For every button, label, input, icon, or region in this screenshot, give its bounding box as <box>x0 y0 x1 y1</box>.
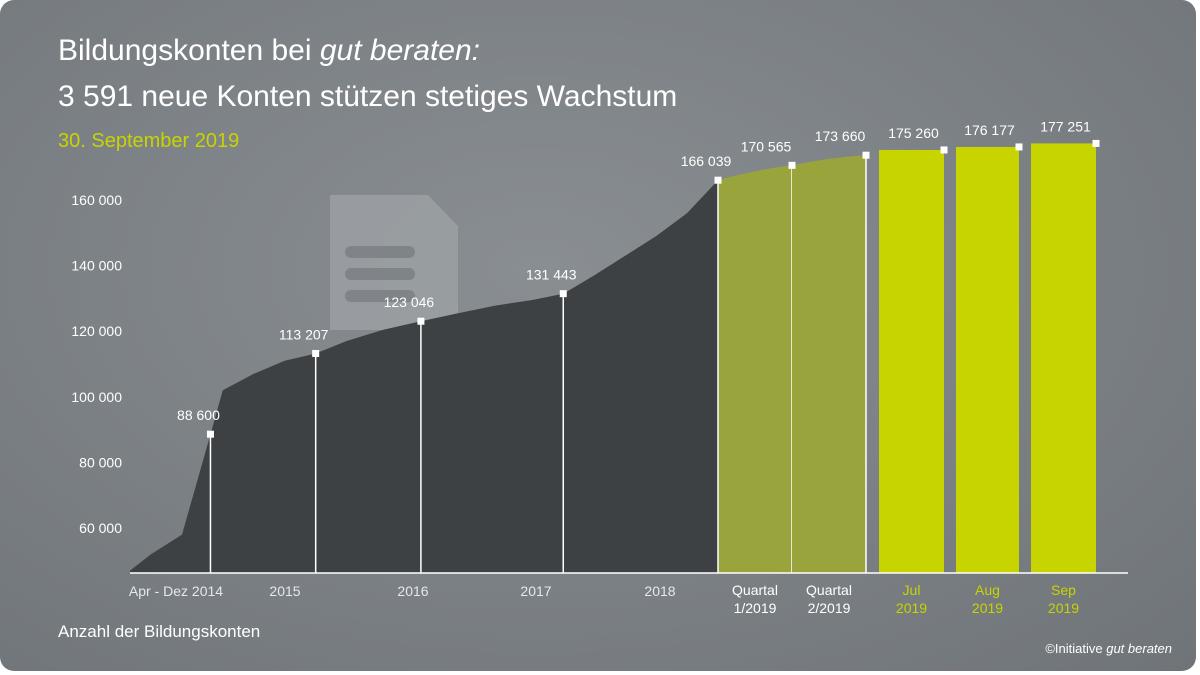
area-layer <box>130 180 718 573</box>
copyright-prefix: ©Initiative <box>1045 641 1107 656</box>
title-brand: gut beraten: <box>319 34 480 67</box>
month-bar-1 <box>879 149 944 573</box>
quarter-tick-line1-1: Quartal <box>732 582 778 598</box>
y-tick-label-2: 80 000 <box>79 454 122 470</box>
month-marker-3 <box>1092 139 1100 147</box>
quarter-marker-1 <box>788 161 796 169</box>
document-line-1 <box>345 246 415 258</box>
month-bar-3 <box>1031 143 1096 573</box>
x-tick-label-3: 2016 <box>397 583 428 599</box>
quarter-marker-2 <box>862 151 870 159</box>
month-tick-line1-1: Jul <box>903 582 921 598</box>
title-prefix: Bildungskonten bei <box>58 34 320 67</box>
area-point-label-1: 88 600 <box>177 407 220 423</box>
month-tick-line1-2: Aug <box>975 582 1000 598</box>
x-tick-label-1: Apr - Dez 2014 <box>129 583 223 599</box>
area-series <box>130 180 718 573</box>
month-value-label-2: 176 177 <box>964 122 1015 138</box>
month-marker-2 <box>1015 143 1023 151</box>
month-tick-line1-3: Sep <box>1051 582 1076 598</box>
month-tick-line2-1: 2019 <box>896 600 927 616</box>
area-point-marker-1 <box>206 430 214 438</box>
y-axis: 60 000 80 000 100 000 120 000 140 000 160 000 <box>71 192 122 536</box>
area-point-label-3: 123 046 <box>384 294 435 310</box>
x-tick-label-5: 2018 <box>644 583 675 599</box>
area-point-marker-3 <box>417 317 425 325</box>
document-line-2 <box>345 268 415 280</box>
month-tick-line2-2: 2019 <box>972 600 1003 616</box>
y-tick-label-6: 160 000 <box>71 192 122 208</box>
month-value-label-3: 177 251 <box>1040 118 1091 134</box>
quarter-value-label-1: 170 565 <box>741 138 792 154</box>
month-value-label-1: 175 260 <box>888 125 939 141</box>
data-labels: 88 600 113 207 123 046 131 443 166 039 170 56… <box>177 118 1091 423</box>
month-bars <box>879 143 1096 573</box>
chart-title-line-1: Bildungskonten bei gut beraten: <box>58 34 480 68</box>
y-tick-label-4: 120 000 <box>71 323 122 339</box>
area-point-marker-2 <box>312 349 320 357</box>
quarter-value-label-2: 173 660 <box>815 128 866 144</box>
quarter-tick-line2-1: 1/2019 <box>734 600 777 616</box>
y-tick-label-1: 60 000 <box>79 520 122 536</box>
quarter-bars <box>717 155 867 574</box>
area-point-label-5: 166 039 <box>681 153 732 169</box>
area-point-label-4: 131 443 <box>526 267 577 283</box>
x-tick-label-2: 2015 <box>269 583 300 599</box>
quarter-tick-line1-2: Quartal <box>806 582 852 598</box>
copyright-brand: gut beraten <box>1106 641 1172 656</box>
area-point-label-2: 113 207 <box>279 326 329 342</box>
area-point-marker-5 <box>714 176 722 184</box>
y-tick-label-5: 140 000 <box>71 258 122 274</box>
x-axis: Quartal 1/2019 Quartal 2/2019 Jul 2019 Aug 2019… <box>129 572 1128 616</box>
subtitle-date: 30. September 2019 <box>58 130 240 152</box>
copyright-notice: ©Initiative gut beraten <box>1045 641 1172 656</box>
month-bar-2 <box>956 146 1019 573</box>
quarter-tick-line2-2: 2/2019 <box>808 600 851 616</box>
axis-caption: Anzahl der Bildungskonten <box>58 622 261 641</box>
y-tick-label-3: 100 000 <box>71 389 122 405</box>
x-tick-label-4: 2017 <box>520 583 551 599</box>
document-line-3 <box>345 290 415 302</box>
quarter-bar-2 <box>792 155 866 573</box>
quarter-bar-1 <box>718 165 792 574</box>
area-point-marker-4 <box>559 290 567 298</box>
month-tick-line2-3: 2019 <box>1048 600 1079 616</box>
chart-title-line-2: 3 591 neue Konten stützen stetiges Wachs… <box>58 80 678 113</box>
document-icon <box>330 195 458 330</box>
data-markers <box>206 139 1100 573</box>
month-marker-1 <box>940 146 948 154</box>
